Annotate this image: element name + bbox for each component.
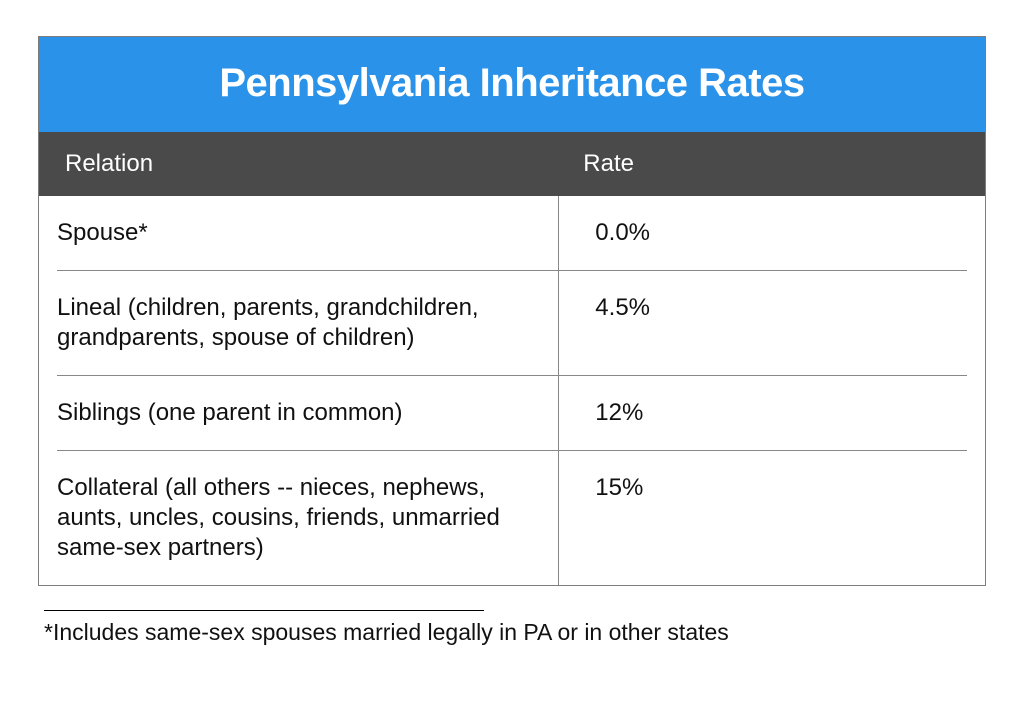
column-header-rate: Rate xyxy=(559,132,985,196)
cell-rate: 12% xyxy=(559,376,985,450)
table-row: Lineal (children, parents, grandchildren… xyxy=(39,271,985,375)
cell-relation: Spouse* xyxy=(39,196,559,270)
cell-relation: Collateral (all others -- nieces, nephew… xyxy=(39,451,559,585)
card-title-bar: Pennsylvania Inheritance Rates xyxy=(39,37,985,132)
table-row: Collateral (all others -- nieces, nephew… xyxy=(39,451,985,585)
table-row: Spouse* 0.0% xyxy=(39,196,985,270)
column-header-relation: Relation xyxy=(39,132,559,196)
cell-relation: Siblings (one parent in common) xyxy=(39,376,559,450)
footnote-text: *Includes same-sex spouses married legal… xyxy=(44,619,980,646)
cell-rate: 15% xyxy=(559,451,985,585)
cell-rate: 4.5% xyxy=(559,271,985,375)
cell-relation: Lineal (children, parents, grandchildren… xyxy=(39,271,559,375)
footnote-rule xyxy=(44,610,484,611)
card-title: Pennsylvania Inheritance Rates xyxy=(219,61,804,105)
cell-rate: 0.0% xyxy=(559,196,985,270)
inheritance-rates-card: Pennsylvania Inheritance Rates Relation … xyxy=(38,36,986,586)
table-header-row: Relation Rate xyxy=(39,132,985,196)
table-row: Siblings (one parent in common) 12% xyxy=(39,376,985,450)
footnote-block: *Includes same-sex spouses married legal… xyxy=(38,610,986,646)
